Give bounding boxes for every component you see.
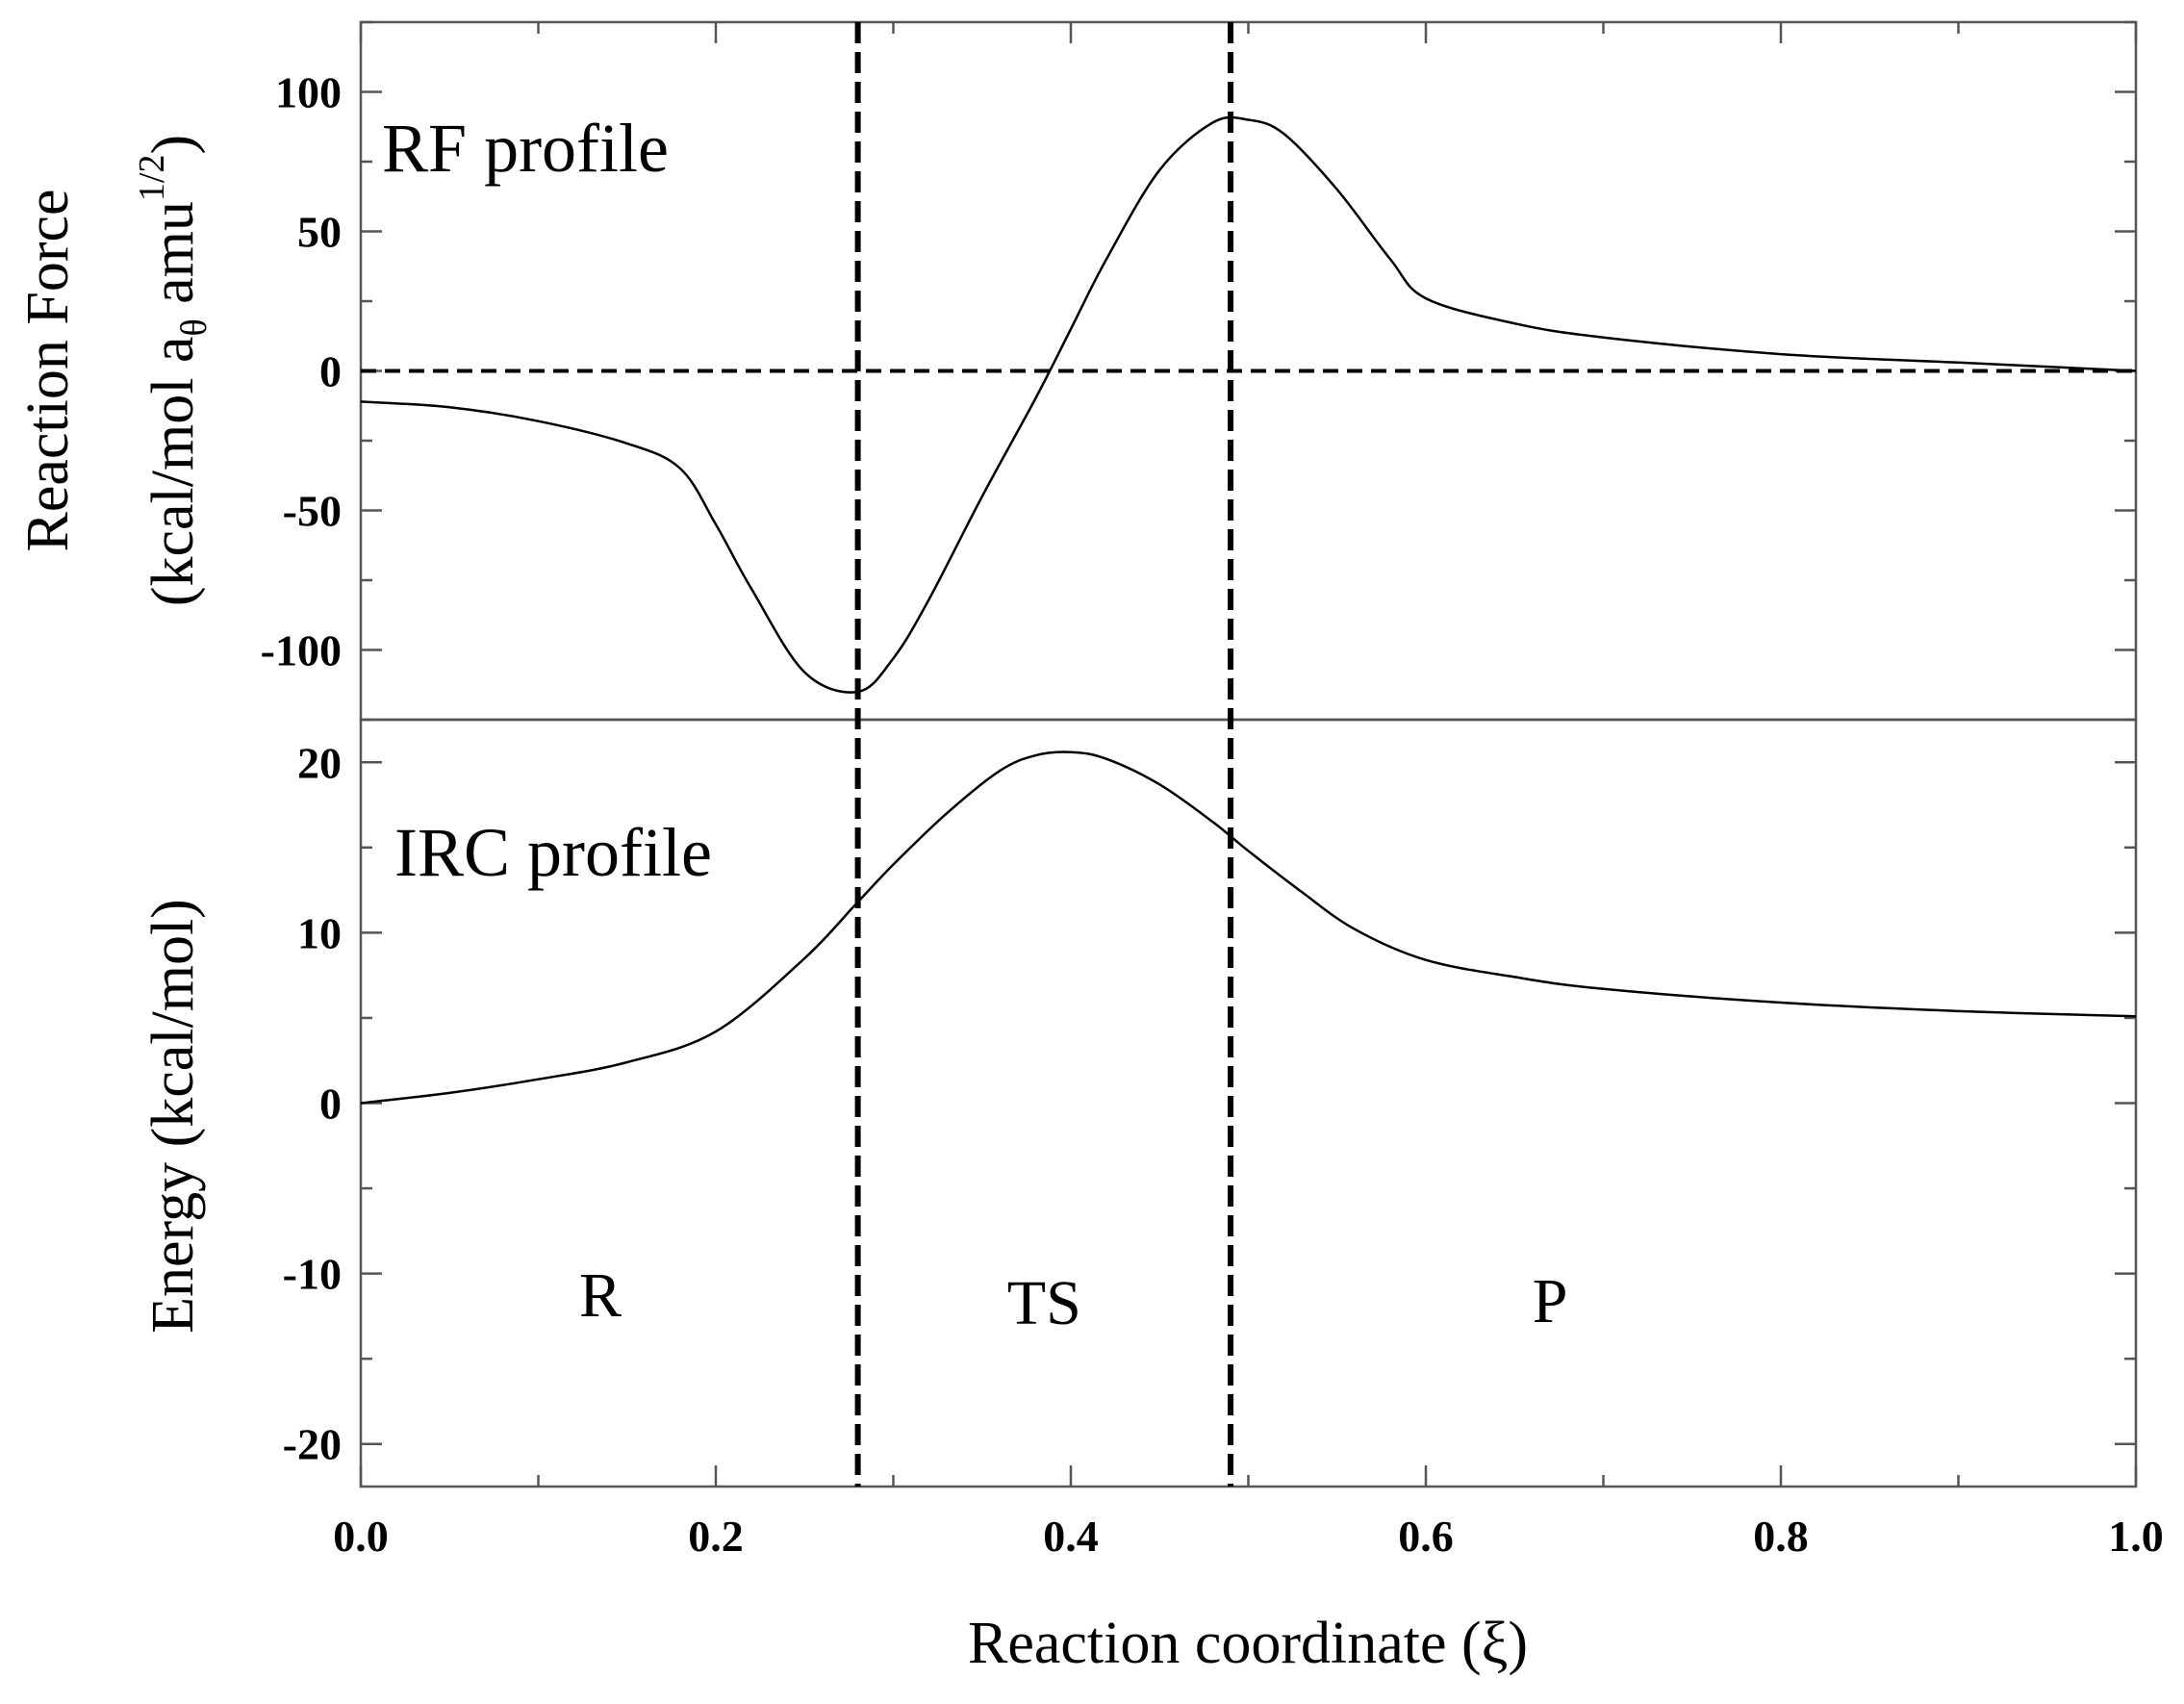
rf-y-axis-title-line2: (kcal/mol aθ amu1/2): [132, 135, 215, 606]
reaction-force-curve: [360, 115, 2137, 694]
x-tick-label: 1.0: [2108, 1512, 2164, 1561]
irc-y-tick-label: 10: [297, 908, 342, 957]
x-tick-label: 0.0: [333, 1512, 389, 1561]
x-tick-labels: 0.0 0.2 0.4 0.6 0.8 1.0: [333, 1512, 2164, 1561]
rf-y-axis-title-line1: Reaction Force: [15, 189, 81, 551]
rf-y-tick-label: 50: [297, 208, 342, 257]
irc-y-tick-label: 20: [297, 738, 342, 787]
irc-y-axis-title: Energy (kcal/mol): [140, 899, 206, 1334]
irc-panel-title: IRC profile: [394, 814, 712, 891]
irc-y-tick-label: -20: [283, 1420, 342, 1469]
irc-panel-ticks: [359, 22, 2138, 1487]
rf-panel-ticks: [361, 20, 2136, 722]
x-axis-title: Reaction coordinate (ξ): [968, 1611, 1528, 1676]
rf-y-tick-label: 100: [275, 68, 342, 117]
region-label-ts: TS: [1007, 1268, 1081, 1338]
energy-curve: [360, 750, 2137, 1105]
irc-y-tick-label: 0: [319, 1080, 342, 1129]
region-label-p: P: [1533, 1266, 1568, 1336]
region-label-r: R: [579, 1260, 622, 1331]
irc-y-tick-label: -10: [283, 1250, 342, 1299]
x-tick-label: 0.8: [1753, 1512, 1809, 1561]
rf-y-tick-label: 0: [319, 347, 342, 396]
rf-panel-title: RF profile: [382, 110, 669, 187]
irc-y-tick-labels: -20 -10 0 10 20: [283, 738, 342, 1468]
rf-y-tick-label: -50: [283, 487, 342, 536]
x-tick-label: 0.6: [1398, 1512, 1454, 1561]
x-tick-label: 0.4: [1043, 1512, 1099, 1561]
rf-y-tick-labels: -100 -50 0 50 100: [261, 68, 342, 675]
rf-y-tick-label: -100: [261, 626, 342, 675]
x-tick-label: 0.2: [688, 1512, 744, 1561]
